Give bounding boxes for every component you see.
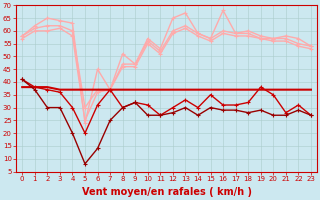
X-axis label: Vent moyen/en rafales ( km/h ): Vent moyen/en rafales ( km/h ): [82, 187, 252, 197]
